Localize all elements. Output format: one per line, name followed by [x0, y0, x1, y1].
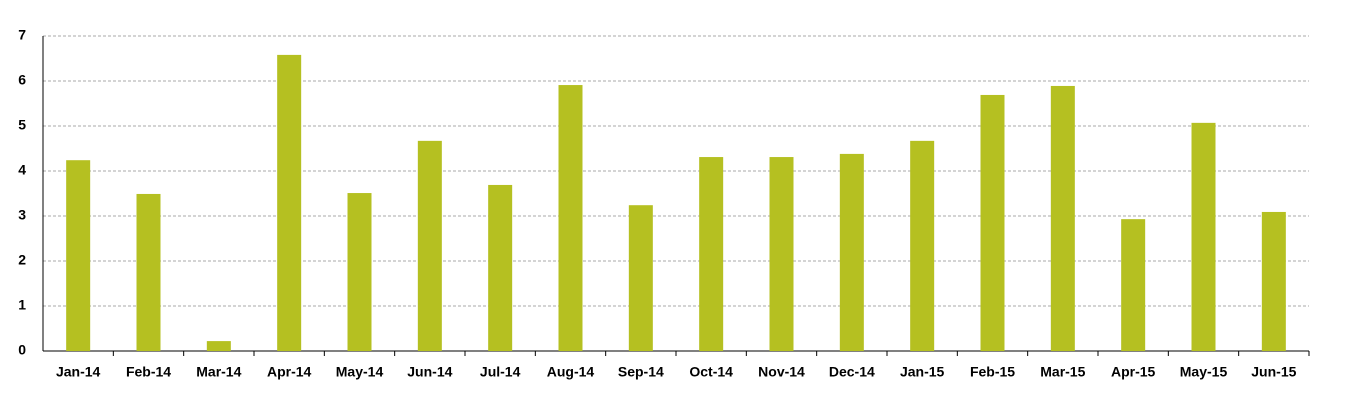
x-tick-label: May-15	[1180, 364, 1228, 380]
bar	[699, 157, 724, 351]
x-tick-label: Jan-15	[900, 364, 945, 380]
x-tick-label: May-14	[336, 364, 384, 380]
bar	[910, 140, 935, 351]
bar	[839, 153, 864, 351]
x-tick-label: Nov-14	[758, 364, 805, 380]
y-tick-label: 7	[18, 27, 26, 43]
y-tick-label: 5	[18, 117, 26, 133]
y-tick-label: 3	[18, 207, 26, 223]
y-tick-label: 6	[18, 72, 26, 88]
x-tick-label: Sep-14	[618, 364, 664, 380]
bar	[417, 140, 442, 351]
bar	[347, 193, 372, 351]
bar	[1261, 211, 1286, 351]
x-tick-label: Feb-15	[970, 364, 1015, 380]
bar	[980, 94, 1005, 351]
y-tick-label: 4	[18, 162, 26, 178]
bar	[628, 205, 653, 351]
x-tick-label: Apr-15	[1111, 364, 1156, 380]
bar	[136, 193, 161, 351]
x-tick-label: Mar-15	[1040, 364, 1085, 380]
bar	[1121, 219, 1146, 351]
y-tick-label: 0	[18, 342, 26, 358]
y-tick-label: 2	[18, 252, 26, 268]
bar	[277, 54, 302, 352]
bar	[66, 160, 91, 351]
bar	[558, 85, 583, 352]
x-tick-label: Dec-14	[829, 364, 875, 380]
bar	[1191, 122, 1216, 351]
x-tick-label: Mar-14	[196, 364, 241, 380]
bar	[206, 341, 231, 351]
bar	[1050, 85, 1075, 351]
y-tick-label: 1	[18, 297, 26, 313]
x-tick-label: Feb-14	[126, 364, 171, 380]
x-tick-label: Jul-14	[480, 364, 521, 380]
x-tick-label: Jan-14	[56, 364, 101, 380]
x-tick-label: Oct-14	[689, 364, 733, 380]
x-tick-label: Apr-14	[267, 364, 312, 380]
x-tick-label: Jun-14	[407, 364, 452, 380]
bar	[488, 184, 513, 351]
x-tick-label: Jun-15	[1251, 364, 1296, 380]
bar	[769, 157, 794, 351]
x-tick-label: Aug-14	[547, 364, 595, 380]
